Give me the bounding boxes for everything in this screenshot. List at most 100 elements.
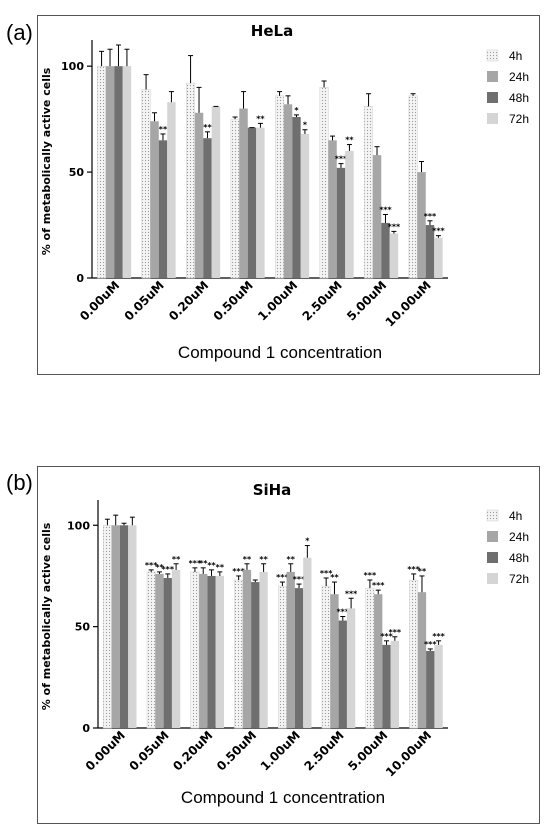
chart-frame-a xyxy=(37,15,540,375)
significance-label: ** xyxy=(330,573,339,582)
bar xyxy=(215,575,224,728)
bar xyxy=(338,620,347,728)
chart-siha: SiHa % of metabolically active cells 0 50 10… xyxy=(40,481,529,807)
bar xyxy=(364,106,374,279)
bar xyxy=(114,66,123,278)
significance-label: ** xyxy=(199,559,208,568)
bar xyxy=(389,233,399,278)
significance-label: *** xyxy=(145,561,158,570)
bar xyxy=(417,172,426,278)
significance-label: ** xyxy=(155,563,164,572)
bar xyxy=(122,66,132,278)
significance-label: ** xyxy=(345,136,354,145)
bar xyxy=(158,140,168,278)
x-tick-label: 10.00uM xyxy=(383,278,434,329)
x-tick-label: 5.00uM xyxy=(345,728,390,773)
significance-label: * xyxy=(303,121,308,130)
bar xyxy=(194,112,204,278)
bar xyxy=(203,138,212,278)
bar xyxy=(234,579,244,729)
bar xyxy=(239,108,248,278)
bar xyxy=(141,89,151,279)
bar xyxy=(381,222,390,278)
bar xyxy=(247,127,257,278)
x-axis-label: Compound 1 concentration xyxy=(178,343,382,362)
significance-label: *** xyxy=(432,632,445,641)
bar xyxy=(434,237,443,278)
bar xyxy=(211,106,221,278)
significance-label: *** xyxy=(432,227,445,236)
significance-label: * xyxy=(294,106,299,115)
bar xyxy=(346,608,356,728)
bar xyxy=(251,582,260,728)
x-tick-label: 0.50uM xyxy=(214,728,259,773)
significance-label: ** xyxy=(418,567,427,576)
significance-label: *** xyxy=(388,222,401,231)
legend-swatch xyxy=(486,49,499,62)
significance-label: ** xyxy=(172,555,181,564)
bar xyxy=(155,573,164,728)
bar xyxy=(294,588,304,728)
significance-label: *** xyxy=(293,575,306,584)
y-axis-label: % of metabolically active cells xyxy=(40,522,53,710)
bar xyxy=(319,87,329,279)
significance-label: *** xyxy=(162,565,175,574)
bar xyxy=(300,133,310,278)
bar xyxy=(278,585,287,729)
chart-hela: HeLa % of metabolically active cells 0 50 10… xyxy=(40,22,529,362)
x-tick-label: 2.50uM xyxy=(300,278,345,323)
significance-label: *** xyxy=(232,567,245,576)
y-tick-label: 50 xyxy=(75,621,91,634)
significance-label: ** xyxy=(287,555,296,564)
significance-label: *** xyxy=(424,640,437,649)
bar xyxy=(434,644,443,728)
legend-entry: 4h xyxy=(509,509,522,523)
legend-swatch xyxy=(487,531,498,542)
significance-label: *** xyxy=(320,569,333,578)
significance-label: *** xyxy=(345,589,358,598)
bar xyxy=(256,127,265,278)
legend-swatch xyxy=(486,509,499,522)
bar xyxy=(105,66,115,278)
bar xyxy=(292,117,301,278)
bar xyxy=(119,525,129,728)
legend-swatch xyxy=(487,92,498,103)
significance-label: ** xyxy=(256,114,265,123)
bar xyxy=(336,167,346,278)
panel-label-a: (a) xyxy=(6,20,33,45)
chart-title: HeLa xyxy=(251,22,293,40)
bar xyxy=(128,525,137,728)
significance-label: *** xyxy=(380,632,393,641)
significance-label: *** xyxy=(276,573,289,582)
significance-label: *** xyxy=(364,571,377,580)
y-tick-label: 50 xyxy=(69,166,85,179)
x-tick-label: 0.50uM xyxy=(211,278,256,323)
bar xyxy=(345,150,354,278)
x-tick-label: 0.20uM xyxy=(170,728,215,773)
x-axis-label: Compound 1 concentration xyxy=(181,788,385,807)
x-tick-label: 10.00uM xyxy=(383,728,434,779)
significance-label: * xyxy=(305,537,310,546)
legend-entry: 48h xyxy=(509,551,529,565)
bar xyxy=(163,577,172,728)
significance-label: *** xyxy=(337,608,350,617)
bar xyxy=(374,594,383,728)
bar xyxy=(275,95,285,279)
bar xyxy=(111,525,120,728)
bar xyxy=(365,587,375,729)
bar xyxy=(425,225,435,278)
bar xyxy=(199,573,208,728)
legend-entry: 48h xyxy=(509,91,529,105)
legend-entry: 72h xyxy=(509,572,529,586)
panel-label-b: (b) xyxy=(6,470,33,495)
bar xyxy=(372,155,382,278)
bar xyxy=(242,569,252,728)
significance-label: *** xyxy=(379,205,392,214)
significance-label: ** xyxy=(203,123,212,132)
x-tick-label: 1.00uM xyxy=(255,278,300,323)
bar xyxy=(186,82,196,279)
legend-entry: 72h xyxy=(509,112,529,126)
y-tick-label: 0 xyxy=(82,722,90,735)
y-tick-label: 100 xyxy=(61,60,84,73)
bar xyxy=(328,140,337,278)
